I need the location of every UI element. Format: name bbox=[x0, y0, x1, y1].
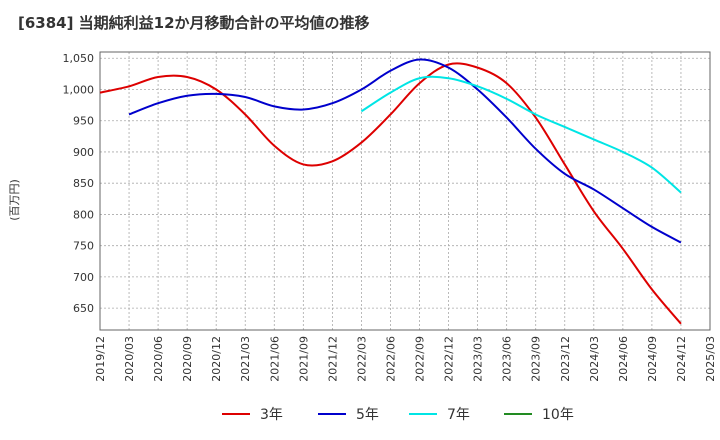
series-line-1 bbox=[128, 58, 682, 244]
x-tick-label: 2022/06 bbox=[384, 336, 397, 382]
series-line-0 bbox=[99, 62, 682, 325]
x-tick-label: 2023/03 bbox=[472, 336, 485, 382]
x-tick-label: 2024/03 bbox=[588, 336, 601, 382]
x-tick-label: 2023/06 bbox=[501, 336, 514, 382]
x-tick-label: 2020/12 bbox=[210, 336, 223, 382]
series-line-2 bbox=[360, 75, 682, 194]
y-axis-label: (百万円) bbox=[8, 179, 21, 221]
y-tick-label: 950 bbox=[73, 115, 94, 128]
x-tick-label: 2020/03 bbox=[123, 336, 136, 382]
legend-label: 5年 bbox=[356, 407, 379, 423]
x-tick-label: 2021/06 bbox=[268, 336, 281, 382]
grid bbox=[100, 52, 710, 330]
x-tick-label: 2022/03 bbox=[355, 336, 368, 382]
x-tick-label: 2022/12 bbox=[443, 336, 456, 382]
y-tick-label: 850 bbox=[73, 177, 94, 190]
legend-label: 7年 bbox=[447, 407, 470, 423]
x-tick-label: 2020/06 bbox=[152, 336, 165, 382]
x-tick-label: 2023/09 bbox=[530, 336, 543, 382]
legend: 3年 5年 7年 10年 bbox=[222, 407, 574, 423]
y-tick-label: 800 bbox=[73, 208, 94, 221]
x-tick-label: 2021/12 bbox=[326, 336, 339, 382]
y-tick-label: 650 bbox=[73, 302, 94, 315]
chart-title: [6384] 当期純利益12か月移動合計の平均値の推移 bbox=[18, 14, 370, 32]
x-tick-label: 2019/12 bbox=[94, 336, 107, 382]
y-tick-label: 750 bbox=[73, 240, 94, 253]
x-tick-label: 2022/09 bbox=[414, 336, 427, 382]
y-tick-label: 700 bbox=[73, 271, 94, 284]
x-tick-label: 2025/03 bbox=[704, 336, 717, 382]
x-tick-label: 2023/12 bbox=[559, 336, 572, 382]
x-tick-label: 2024/12 bbox=[675, 336, 688, 382]
x-tick-label: 2021/09 bbox=[297, 336, 310, 382]
y-tick-label: 900 bbox=[73, 146, 94, 159]
y-axis-ticks: 650 700 750 800 850 900 950 1,000 1,050 bbox=[63, 52, 95, 315]
plot-frame bbox=[99, 51, 711, 331]
x-tick-label: 2024/09 bbox=[646, 336, 659, 382]
series-lines bbox=[99, 58, 682, 325]
x-axis-ticks: 2019/12 2020/03 2020/06 2020/09 2020/12 2021/… bbox=[94, 336, 717, 382]
x-tick-label: 2021/03 bbox=[239, 336, 252, 382]
x-tick-label: 2024/06 bbox=[617, 336, 630, 382]
y-tick-label: 1,050 bbox=[63, 52, 95, 65]
legend-label: 3年 bbox=[260, 407, 283, 423]
x-tick-label: 2020/09 bbox=[181, 336, 194, 382]
y-tick-label: 1,000 bbox=[63, 83, 95, 96]
legend-label: 10年 bbox=[542, 407, 574, 423]
